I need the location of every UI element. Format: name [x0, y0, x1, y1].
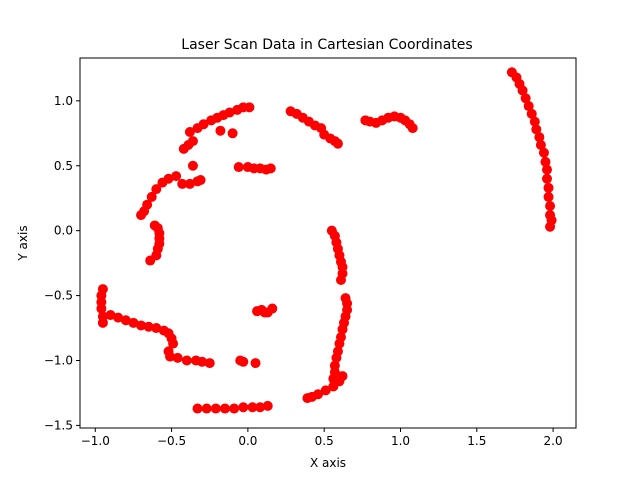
- data-point: [534, 132, 545, 143]
- x-tick-label: 1.0: [391, 434, 410, 448]
- data-point: [542, 164, 552, 175]
- data-point: [332, 138, 343, 149]
- data-point: [526, 108, 537, 119]
- y-tick-label: 0.5: [54, 159, 73, 173]
- x-tick-label: 0.5: [315, 434, 334, 448]
- data-point: [195, 175, 206, 186]
- data-point: [157, 177, 168, 188]
- x-tick-label: 0.0: [238, 434, 257, 448]
- data-point: [267, 303, 278, 314]
- data-point: [542, 173, 552, 184]
- x-tick-label: −0.5: [157, 434, 186, 448]
- data-point: [535, 139, 546, 150]
- data-point: [201, 403, 212, 414]
- data-point: [143, 321, 154, 332]
- data-point: [224, 107, 235, 118]
- data-point: [255, 402, 266, 413]
- data-point: [302, 393, 313, 404]
- data-point: [517, 85, 528, 96]
- data-point: [113, 312, 124, 323]
- data-point: [204, 358, 215, 369]
- data-point: [145, 255, 156, 266]
- data-point: [247, 402, 258, 413]
- y-tick-label: −1.0: [44, 353, 73, 367]
- data-point: [244, 102, 255, 113]
- data-point: [168, 338, 179, 349]
- data-point: [523, 101, 534, 112]
- plot-frame: [79, 57, 577, 429]
- data-point: [184, 127, 195, 137]
- data-point: [105, 310, 116, 321]
- data-point: [198, 119, 209, 130]
- data-point: [197, 356, 208, 367]
- data-point: [181, 355, 192, 366]
- data-point: [543, 182, 554, 193]
- data-point: [331, 352, 342, 363]
- data-point: [520, 93, 531, 104]
- data-point: [250, 358, 261, 369]
- data-points: [96, 67, 557, 414]
- data-point: [165, 351, 176, 362]
- data-point: [233, 162, 244, 173]
- data-point: [120, 315, 131, 326]
- data-point: [136, 320, 147, 331]
- data-point: [192, 403, 203, 414]
- data-point: [146, 191, 157, 202]
- data-point: [184, 178, 195, 189]
- x-tick-label: −1.0: [81, 434, 110, 448]
- data-point: [262, 400, 273, 411]
- data-point: [128, 317, 139, 328]
- data-point: [96, 303, 107, 314]
- x-axis-label: X axis: [310, 456, 346, 470]
- data-point: [545, 221, 556, 232]
- data-point: [187, 160, 198, 171]
- data-point: [238, 356, 249, 367]
- data-point: [529, 116, 540, 127]
- chart-title: Laser Scan Data in Cartesian Coordinates: [181, 37, 472, 53]
- y-tick-label: 1.0: [54, 94, 73, 108]
- data-point: [136, 210, 147, 221]
- x-axis-ticks: −1.0 −0.5 0.0 0.5 1.0 1.5 2.0: [81, 428, 563, 448]
- x-tick-label: 1.5: [467, 434, 486, 448]
- data-point: [227, 128, 238, 139]
- data-point: [238, 402, 249, 413]
- data-point: [328, 381, 339, 392]
- data-point: [97, 317, 108, 328]
- x-tick-label: 2.0: [544, 434, 563, 448]
- data-point: [171, 171, 182, 182]
- y-axis-ticks: −1.5 −1.0 −0.5 0.0 0.5 1.0: [44, 94, 80, 432]
- data-point: [334, 338, 345, 349]
- data-point: [219, 403, 230, 414]
- data-point: [335, 275, 346, 285]
- y-tick-label: −0.5: [44, 289, 73, 303]
- data-point: [151, 184, 162, 195]
- data-point: [545, 201, 556, 211]
- data-point: [177, 178, 188, 189]
- y-axis-label: Y axis: [16, 225, 30, 261]
- data-point: [543, 191, 554, 202]
- data-point: [337, 324, 348, 335]
- data-point: [265, 163, 276, 174]
- data-point: [229, 403, 240, 414]
- data-point: [187, 136, 198, 147]
- data-point: [151, 323, 162, 334]
- data-point: [540, 156, 551, 167]
- y-tick-label: −1.5: [44, 418, 73, 432]
- data-point: [538, 147, 549, 158]
- y-tick-label: 0.0: [54, 224, 73, 238]
- data-point: [215, 125, 226, 136]
- data-point: [407, 123, 418, 134]
- data-point: [210, 403, 221, 414]
- data-point: [172, 352, 183, 363]
- data-point: [320, 385, 331, 396]
- data-point: [531, 124, 542, 135]
